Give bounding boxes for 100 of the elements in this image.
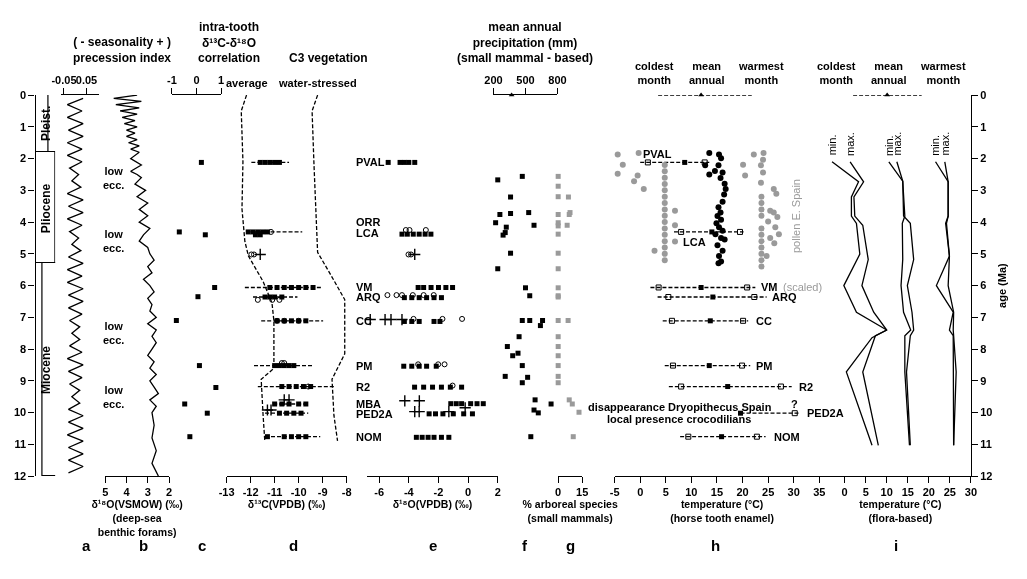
annotation: R2 — [799, 381, 814, 393]
y-tick-label: 11 — [14, 438, 27, 451]
x-axis-title: δ¹⁸O(VPDB) (‰) — [392, 498, 473, 511]
series-label: Pliocene — [38, 183, 53, 234]
y2-tick-label: 7 — [980, 311, 987, 324]
text: max. — [939, 131, 952, 156]
text: i — [894, 537, 899, 554]
y-tick-label: 3 — [20, 184, 27, 197]
x-tick-label: 0 — [637, 486, 644, 499]
x-tick-label: -11 — [266, 486, 283, 499]
annotation: PED2A — [807, 407, 844, 419]
text: h — [711, 537, 721, 554]
y-tick-label: 5 — [20, 247, 27, 260]
x-tick-label: 30 — [964, 486, 978, 499]
annotation: low ecc. — [103, 384, 125, 411]
x-tick-label: 35 — [813, 486, 826, 499]
x-tick-label: 0 — [555, 486, 562, 499]
x-tick-label: -8 — [341, 486, 352, 499]
x-tick-label: 30 — [787, 486, 800, 499]
x-tick-label: -9 — [317, 486, 328, 499]
annotation: low ecc. — [103, 320, 125, 347]
text: b — [139, 537, 149, 554]
x-axis-title: δ¹³C(VPDB) (‰) — [247, 498, 326, 511]
annotation: ORR — [356, 216, 381, 228]
text: coldest month — [817, 60, 856, 87]
x-tick-label: 15 — [710, 486, 724, 499]
y2-tick-label: 0 — [980, 88, 987, 101]
annotation: PED2A — [356, 408, 393, 420]
chart-title: C3 vegetation — [289, 51, 368, 65]
y2-tick-label: 1 — [980, 120, 987, 133]
text: warmest month — [920, 60, 966, 87]
annotation: disappearance Dryopithecus Spain — [588, 401, 772, 413]
x-tick-label: 800 — [548, 73, 567, 86]
annotation: (scaled) — [783, 281, 823, 293]
annotation: NOM — [774, 431, 800, 443]
text: c — [198, 537, 207, 554]
y2-tick-label: 9 — [980, 374, 987, 387]
x-axis-title: temperature (°C) (flora-based) — [859, 498, 942, 524]
y-tick-label: 10 — [13, 406, 27, 419]
annotation: LCA — [356, 227, 379, 239]
series-label: Miocene — [38, 345, 53, 395]
y-tick-label: 9 — [20, 374, 27, 387]
y2-tick-label: 4 — [980, 215, 988, 228]
x-tick-label: 5 — [862, 486, 869, 499]
x-tick-label: 25 — [943, 486, 956, 499]
x-axis-title: temperature (°C) (horse tooth enamel) — [670, 498, 774, 524]
x-tick-label: 0 — [193, 73, 200, 86]
x-tick-label: -12 — [242, 486, 259, 499]
annotation: PVAL — [643, 148, 672, 160]
x-tick-label: 4 — [123, 486, 131, 499]
x-tick-label: 10 — [685, 486, 698, 499]
annotation: pollen E. Spain — [789, 179, 802, 254]
text: e — [429, 537, 438, 554]
y-tick-label: 6 — [20, 279, 27, 292]
y-tick-label: 2 — [20, 152, 27, 165]
y-tick-label: 7 — [20, 311, 27, 324]
x-tick-label: -5 — [609, 486, 620, 499]
x-tick-label: 1 — [217, 73, 225, 86]
annotation: low ecc. — [103, 228, 125, 255]
y-tick-label: 4 — [20, 215, 28, 228]
y-tick-label: 1 — [20, 120, 27, 133]
annotation: NOM — [356, 431, 382, 443]
text: warmest month — [738, 60, 784, 87]
x-tick-label: 15 — [576, 486, 589, 499]
y2-tick-label: 2 — [980, 152, 987, 165]
x-axis-title: % arboreal species (small mammals) — [522, 498, 618, 524]
x-tick-label: 25 — [762, 486, 775, 499]
y2-tick-label: 3 — [980, 184, 987, 197]
x-tick-label: -4 — [403, 486, 415, 499]
text: d — [289, 537, 299, 554]
x-tick-label: 5 — [102, 486, 109, 499]
y2-tick-label: 10 — [980, 406, 993, 419]
legend-label: Pleist. — [38, 105, 53, 142]
x-tick-label: -10 — [290, 486, 307, 499]
chart-title: mean annual precipitation (mm) (small mammal - based) — [457, 20, 594, 66]
annotation: LCA — [683, 236, 706, 248]
x-tick-label: -1 — [167, 73, 177, 86]
x-tick-label: 20 — [736, 486, 749, 499]
y-tick-label: 0 — [20, 88, 27, 101]
annotation: local presence crocodilians — [607, 413, 752, 425]
x-tick-label: 10 — [880, 486, 893, 499]
x-tick-label: -0.05 — [51, 73, 77, 86]
annotation: PM — [356, 360, 373, 372]
text: a — [82, 537, 91, 554]
series-label: average — [226, 77, 268, 89]
text: mean annual — [689, 60, 725, 87]
y2-tick-label: 12 — [980, 469, 993, 482]
chart-title: ( - seasonality + ) precession index — [73, 35, 172, 65]
annotation: CC — [756, 315, 772, 327]
annotation: PM — [756, 360, 773, 372]
text: mean annual — [871, 60, 907, 87]
y2-tick-label: 11 — [980, 438, 992, 451]
x-tick-label: 500 — [516, 73, 535, 86]
annotation: VM — [356, 281, 373, 293]
annotation: VM — [761, 281, 778, 293]
y2-tick-label: 6 — [980, 279, 987, 292]
y2-tick-label: 5 — [980, 247, 987, 260]
x-tick-label: 0 — [841, 486, 848, 499]
x-tick-label: 2 — [165, 486, 173, 499]
annotation: R2 — [356, 381, 371, 393]
